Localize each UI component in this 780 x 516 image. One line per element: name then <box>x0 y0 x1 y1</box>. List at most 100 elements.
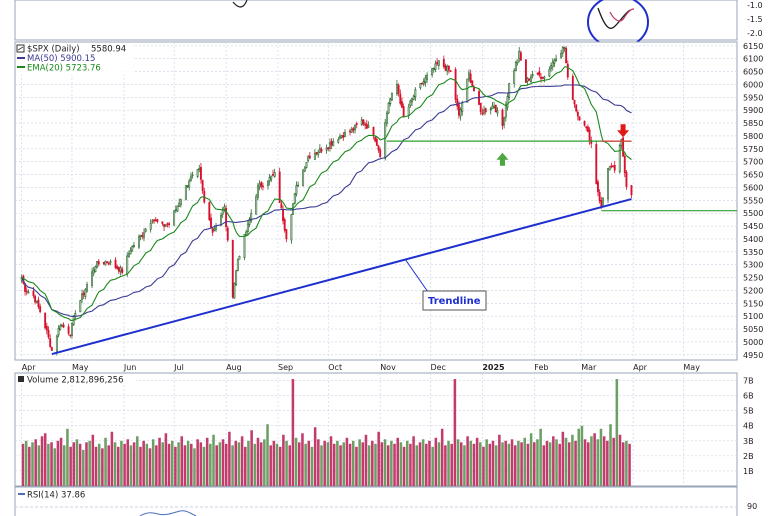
price-tick: 5550 <box>743 196 763 205</box>
volume-bar <box>142 440 145 486</box>
date-tick: Dec <box>430 363 445 372</box>
price-tick: 5450 <box>743 222 763 231</box>
volume-bar <box>113 442 117 486</box>
top-tick-1: -1.5 <box>747 15 763 24</box>
volume-bar <box>561 431 565 486</box>
candle <box>233 282 236 299</box>
candle <box>188 178 191 191</box>
price-tick: 5350 <box>743 248 763 257</box>
volume-bar <box>536 439 539 486</box>
volume-tick: 4B <box>743 422 754 431</box>
volume-bar <box>320 445 323 486</box>
candle <box>313 149 316 160</box>
candle <box>506 93 509 111</box>
date-tick: May <box>683 363 700 372</box>
volume-bar <box>533 442 536 486</box>
candle <box>630 185 633 199</box>
candle <box>424 74 427 87</box>
candle <box>320 147 323 154</box>
candle <box>421 82 424 85</box>
candle <box>186 185 189 189</box>
volume-tick: 6B <box>743 392 754 401</box>
candle <box>94 265 97 273</box>
volume-bar <box>336 440 339 486</box>
candle <box>283 217 286 233</box>
volume-bar <box>450 443 453 486</box>
candle <box>585 125 588 131</box>
volume-bar <box>282 434 285 486</box>
volume-bar <box>180 436 184 486</box>
volume-bar <box>621 442 625 486</box>
volume-bar <box>310 446 314 486</box>
candle <box>531 70 534 79</box>
volume-bar <box>351 440 355 486</box>
candle <box>524 59 527 83</box>
volume-bar <box>158 437 161 486</box>
candle <box>71 322 73 339</box>
price-tick: 6000 <box>743 80 763 89</box>
volume-bar <box>53 448 56 486</box>
candle <box>516 59 519 66</box>
candle <box>297 181 300 188</box>
candle <box>494 104 497 113</box>
candle <box>303 166 306 173</box>
volume-bar <box>380 442 384 486</box>
volume-bar <box>85 442 88 486</box>
candle <box>236 258 239 272</box>
date-tick: Oct <box>328 363 342 372</box>
price-grid <box>15 42 737 360</box>
candle <box>250 209 253 223</box>
volume-bar <box>348 443 352 486</box>
candle <box>231 239 234 299</box>
volume-bar <box>78 443 82 486</box>
volume-bar <box>507 443 511 486</box>
candle <box>384 118 387 161</box>
candle <box>102 261 105 266</box>
candle <box>317 149 320 158</box>
candle <box>81 289 83 304</box>
volume-bar <box>34 439 37 486</box>
candle <box>308 152 311 160</box>
candle <box>131 245 134 252</box>
volume-bar <box>155 445 158 486</box>
annotation-leader <box>404 258 429 293</box>
volume-bar <box>364 434 368 486</box>
candle <box>618 143 621 174</box>
candle <box>97 258 100 267</box>
candle <box>69 334 72 338</box>
candle <box>528 77 531 81</box>
candle <box>454 67 457 104</box>
candle <box>315 152 318 156</box>
candle <box>401 97 403 108</box>
volume-bar <box>444 445 447 486</box>
volume-bar <box>466 436 469 486</box>
candle <box>419 83 422 90</box>
candle <box>390 92 393 101</box>
volume-bar <box>555 439 558 486</box>
candle <box>491 101 494 109</box>
volume-bar <box>459 442 463 486</box>
candle <box>411 98 413 106</box>
candle <box>340 135 343 139</box>
candle <box>45 322 48 335</box>
price-tick: 5950 <box>743 93 763 102</box>
volume-bar <box>145 443 149 486</box>
candle <box>272 169 274 177</box>
top-tick-2: -2.0 <box>747 29 763 38</box>
volume-bar <box>120 440 123 486</box>
candle <box>561 45 564 57</box>
volume-bar <box>47 443 50 486</box>
volume-bar <box>574 440 577 486</box>
price-tick: 5700 <box>743 158 763 167</box>
volume-bar <box>479 442 482 486</box>
candle <box>571 73 574 100</box>
candle <box>82 290 85 300</box>
candle <box>255 193 258 215</box>
volume-bar <box>485 439 488 486</box>
volume-bar <box>278 446 282 486</box>
candle <box>586 124 589 133</box>
candle <box>489 106 492 115</box>
candle <box>607 168 609 204</box>
volume-bar <box>123 443 126 486</box>
candle <box>60 323 63 328</box>
